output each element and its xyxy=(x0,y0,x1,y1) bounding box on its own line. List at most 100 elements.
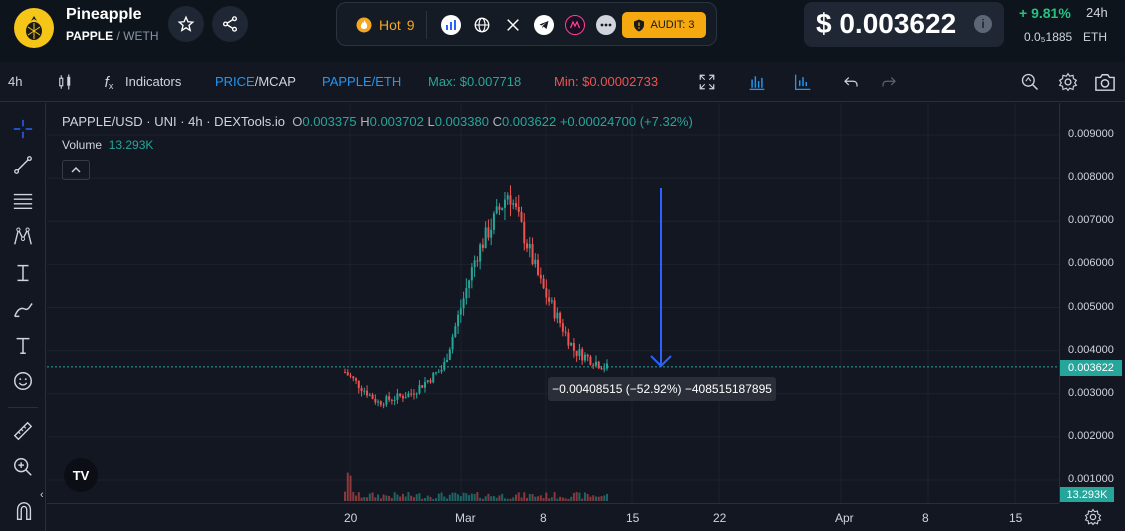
candle-body xyxy=(352,376,355,379)
tradingview-logo-icon[interactable]: TV xyxy=(64,458,98,492)
collapse-toolbar-icon[interactable]: ‹ xyxy=(40,489,44,501)
brush-tool-icon[interactable] xyxy=(11,297,35,321)
volume-bar xyxy=(368,493,371,501)
volume-bar xyxy=(487,493,490,501)
info-icon[interactable]: i xyxy=(974,15,992,33)
indicators-button[interactable]: Indicators xyxy=(125,74,182,89)
interval-selector[interactable]: 4h xyxy=(8,74,23,89)
volume-bar xyxy=(542,498,545,501)
volume-bar xyxy=(377,494,380,501)
undo-icon[interactable] xyxy=(840,71,862,93)
trend-line-tool-icon[interactable] xyxy=(11,153,35,177)
volume-bar xyxy=(559,496,562,501)
volume-bar xyxy=(490,496,493,501)
pattern-tool-icon[interactable] xyxy=(11,225,35,249)
dexscreener-icon[interactable] xyxy=(565,15,585,35)
text-tool-icon[interactable] xyxy=(11,333,35,357)
candle-body xyxy=(421,385,424,388)
max-label: Max: $0.007718 xyxy=(428,74,522,89)
volume-bar xyxy=(379,498,382,501)
dextools-icon[interactable] xyxy=(441,15,461,35)
favorite-button[interactable] xyxy=(168,6,204,42)
candle-body xyxy=(346,372,349,376)
volume-bar xyxy=(545,492,548,501)
candle-body xyxy=(379,401,382,405)
candle-type-icon[interactable] xyxy=(54,71,76,93)
x-twitter-icon[interactable] xyxy=(503,15,523,35)
volume-bar xyxy=(415,494,418,501)
volume-bar xyxy=(539,495,542,501)
token-pair: PAPPLE / WETH xyxy=(66,29,158,43)
redo-icon[interactable] xyxy=(878,71,900,93)
chart-bars-icon[interactable] xyxy=(746,71,768,93)
collapse-legend-button[interactable] xyxy=(62,160,90,180)
high-label: H xyxy=(360,114,370,129)
candle-body xyxy=(559,312,562,324)
ruler-tool-icon[interactable] xyxy=(11,419,35,443)
volume-bar xyxy=(410,495,413,501)
volume-bar xyxy=(393,492,396,501)
volume-bar xyxy=(581,498,584,501)
candle-body xyxy=(481,244,484,249)
pair-toggle[interactable]: PAPPLE/ETH xyxy=(322,74,402,89)
emoji-tool-icon[interactable] xyxy=(11,369,35,393)
audit-badge[interactable]: AUDIT: 3 xyxy=(622,12,706,38)
time-axis[interactable]: 20 Mar 8 15 22 Apr 8 15 xyxy=(47,503,1059,531)
volume-bar xyxy=(570,496,573,501)
volume-bar xyxy=(492,496,495,501)
volume-bar xyxy=(567,498,570,501)
more-icon[interactable] xyxy=(596,15,616,35)
candle-body xyxy=(435,372,438,374)
volume-bar xyxy=(432,498,435,501)
horizontal-lines-tool-icon[interactable] xyxy=(11,189,35,213)
volume-bar xyxy=(528,494,531,501)
settings-gear-icon[interactable] xyxy=(1084,508,1102,526)
candle-body xyxy=(501,207,504,210)
telegram-icon[interactable] xyxy=(534,15,554,35)
quick-search-icon[interactable] xyxy=(1019,71,1041,93)
open-value: 0.003375 xyxy=(302,114,357,129)
candle-body xyxy=(437,371,440,373)
hot-badge[interactable]: Hot 9 xyxy=(347,12,423,38)
price-chart[interactable] xyxy=(47,103,1059,503)
volume-bar xyxy=(435,498,438,501)
compare-chart-icon[interactable] xyxy=(792,71,814,93)
crosshair-tool-icon[interactable] xyxy=(11,117,35,141)
hot-label: Hot xyxy=(379,17,401,33)
gear-icon[interactable] xyxy=(1057,71,1079,93)
price-tick-label: 0.001000 xyxy=(1068,473,1114,485)
volume-bar xyxy=(421,498,424,501)
volume-bar xyxy=(357,492,360,501)
fullscreen-icon[interactable] xyxy=(696,71,718,93)
volume-bar xyxy=(349,475,352,501)
volume-legend: Volume 13.293K xyxy=(62,138,153,152)
share-button[interactable] xyxy=(212,6,248,42)
volume-value: 13.293K xyxy=(108,138,154,152)
top-bar: Pineapple PAPPLE / WETH Hot 9 xyxy=(0,0,1125,62)
candle-body xyxy=(567,332,570,346)
measure-arrow xyxy=(650,188,672,368)
volume-bar xyxy=(537,496,540,501)
price-mcap-toggle[interactable]: PRICE/MCAP xyxy=(215,74,296,89)
volume-bar xyxy=(371,492,374,501)
volume-bar xyxy=(517,492,520,501)
price-axis[interactable]: 0.009000 0.008000 0.007000 0.006000 0.005000… xyxy=(1059,103,1125,503)
price-tick-label: 0.008000 xyxy=(1068,171,1114,184)
zoom-in-icon[interactable] xyxy=(11,455,35,479)
candle-body xyxy=(366,390,369,396)
magnet-icon[interactable] xyxy=(12,499,36,523)
volume-bar xyxy=(589,496,592,501)
camera-icon[interactable] xyxy=(1094,71,1116,93)
candle-body xyxy=(360,388,363,392)
volume-bar xyxy=(548,498,551,501)
globe-icon[interactable] xyxy=(472,15,492,35)
mcap-label: /MCAP xyxy=(254,74,296,89)
token-name: Pineapple xyxy=(66,6,142,23)
candle-body xyxy=(528,244,531,249)
candle-body xyxy=(357,380,360,389)
low-value: 0.003380 xyxy=(434,114,489,129)
volume-bar xyxy=(481,498,484,501)
measure-tool-icon[interactable] xyxy=(11,261,35,285)
volume-bar xyxy=(437,493,440,501)
